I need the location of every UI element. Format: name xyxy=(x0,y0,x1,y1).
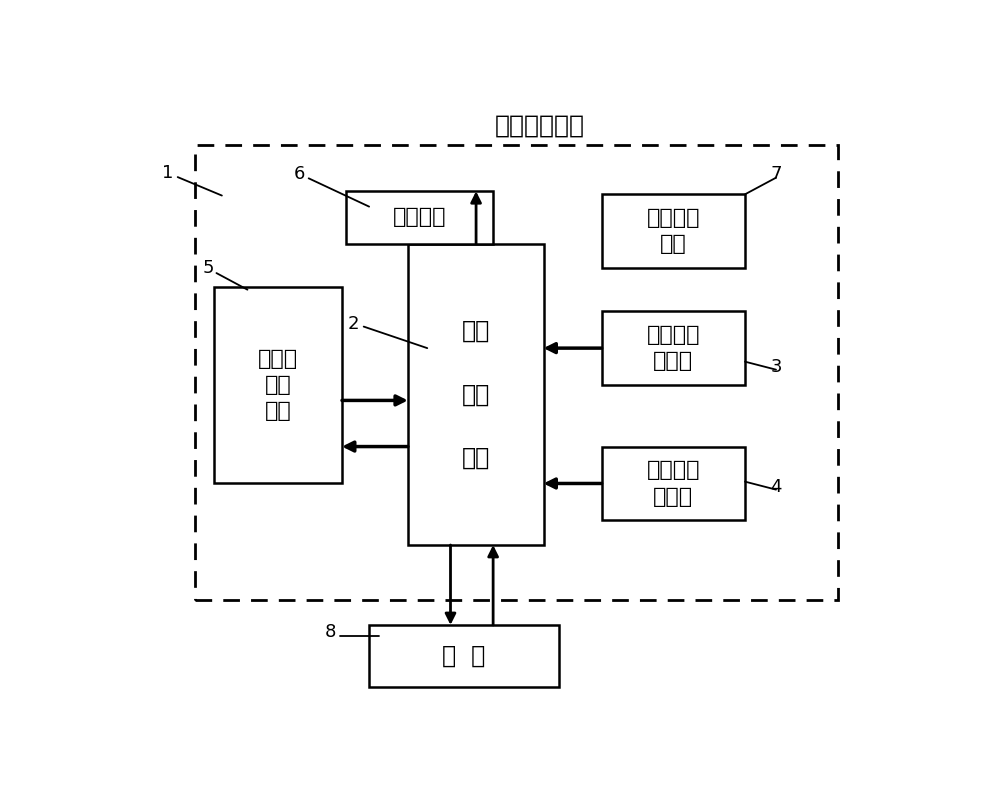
Text: 6: 6 xyxy=(294,165,305,183)
Bar xyxy=(602,194,745,268)
Text: 7: 7 xyxy=(770,165,782,183)
Text: 1: 1 xyxy=(162,164,173,182)
Text: 燃料电池系统: 燃料电池系统 xyxy=(495,113,585,137)
Text: 辅助控制
系统: 辅助控制 系统 xyxy=(647,208,700,254)
Text: 负  载: 负 载 xyxy=(442,644,486,668)
Text: 2: 2 xyxy=(348,315,359,332)
Text: 3: 3 xyxy=(770,358,782,376)
Bar xyxy=(214,287,342,483)
Text: 氢气供应
子系统: 氢气供应 子系统 xyxy=(647,325,700,372)
Text: 冷却液
循环
系统: 冷却液 循环 系统 xyxy=(258,348,298,421)
Text: 4: 4 xyxy=(770,478,782,495)
Bar xyxy=(602,311,745,385)
Text: 电压巡检: 电压巡检 xyxy=(393,208,446,228)
Bar xyxy=(408,244,544,545)
Bar xyxy=(346,191,493,244)
Bar xyxy=(602,447,745,520)
Text: 空气供应
子系统: 空气供应 子系统 xyxy=(647,460,700,507)
Text: 5: 5 xyxy=(203,259,214,277)
Text: 燃料

电池

电堆: 燃料 电池 电堆 xyxy=(462,319,490,470)
Bar xyxy=(369,625,559,686)
Bar xyxy=(195,145,838,600)
Text: 8: 8 xyxy=(325,623,336,642)
